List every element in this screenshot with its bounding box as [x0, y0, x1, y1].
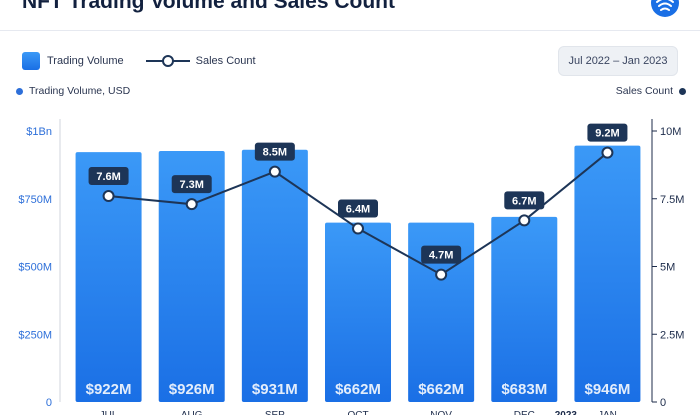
sales-count-label: 9.2M	[595, 128, 619, 140]
sales-count-point	[185, 198, 198, 211]
legend-label-trading-volume: Trading Volume	[47, 55, 124, 67]
sales-count-label: 4.7M	[429, 250, 453, 262]
right-axis-title: Sales Count	[616, 85, 686, 97]
bar-sep	[241, 149, 308, 402]
bar-value-label: $662M	[335, 381, 381, 398]
right-tick-label: 0	[660, 397, 666, 409]
sales-count-point	[352, 222, 364, 235]
left-tick-label: $500M	[18, 262, 52, 274]
bar-value-label: $662M	[418, 381, 464, 398]
sales-count-label-box	[504, 191, 545, 210]
sales-count-label-box	[254, 142, 295, 161]
legend-bar-swatch	[22, 52, 40, 70]
bar-value-label: $926M	[169, 381, 215, 398]
sales-count-point	[518, 214, 531, 227]
left-axis-dot-icon	[16, 87, 23, 95]
sales-count-point	[435, 268, 448, 281]
x-tick-label: JAN	[598, 410, 617, 415]
sales-count-label-box	[421, 245, 462, 264]
bar-jul	[75, 152, 142, 402]
sales-count-label: 8.5M	[263, 147, 287, 159]
x-tick-label: NOV	[430, 410, 452, 415]
bar-nov	[408, 222, 475, 402]
legend-item-sales-count[interactable]: Sales Count	[145, 54, 256, 68]
legend-item-trading-volume[interactable]: Trading Volume	[22, 52, 124, 70]
bar-value-label: $946M	[584, 381, 630, 398]
year-marker-label: 2023	[555, 410, 578, 415]
header-divider	[0, 30, 700, 31]
sales-count-label-box	[587, 123, 628, 142]
left-tick-label: 0	[46, 397, 52, 409]
date-range-button[interactable]: Jul 2022 – Jan 2023	[558, 46, 678, 76]
left-tick-label: $750M	[18, 194, 52, 206]
bar-jan	[574, 145, 641, 402]
brand-logo-icon	[651, 0, 679, 17]
sales-count-label: 7.3M	[179, 179, 203, 191]
left-tick-label: $250M	[18, 329, 52, 341]
sales-count-label: 6.7M	[512, 195, 536, 207]
x-tick-label: OCT	[347, 410, 368, 415]
bar-aug	[158, 151, 225, 402]
left-tick-label: $1Bn	[26, 126, 52, 138]
right-axis-title-text: Sales Count	[615, 85, 673, 97]
sales-count-label: 7.6M	[96, 171, 120, 183]
legend-label-sales-count: Sales Count	[195, 55, 256, 67]
sales-count-point	[601, 146, 614, 159]
chart-title: NFT Trading Volume and Sales Count	[22, 0, 395, 13]
sales-count-point	[102, 190, 115, 203]
left-axis-title-text: Trading Volume, USD	[29, 85, 131, 97]
x-tick-label: SEP	[265, 410, 285, 415]
right-tick-label: 7.5M	[660, 194, 684, 206]
x-tick-label: DEC	[514, 410, 535, 415]
sales-count-label: 6.4M	[346, 204, 370, 216]
sales-count-label-box	[338, 199, 378, 218]
bar-value-label: $683M	[501, 381, 547, 398]
legend-line-swatch	[145, 55, 190, 67]
bar-value-label: $922M	[86, 381, 132, 398]
bar-oct	[325, 222, 391, 402]
bar-value-label: $931M	[252, 381, 298, 398]
right-tick-label: 10M	[660, 126, 681, 138]
chart-legend: Trading Volume Sales Count	[22, 50, 278, 72]
right-tick-label: 5M	[660, 262, 675, 274]
sales-count-point	[268, 165, 281, 178]
x-tick-label: AUG	[181, 410, 203, 415]
x-tick-label: JUL	[100, 410, 118, 415]
right-axis-dot-icon	[679, 87, 686, 95]
left-axis-title: Trading Volume, USD	[16, 85, 130, 97]
sales-count-label-box	[88, 167, 129, 186]
sales-count-label-box	[171, 175, 212, 194]
right-tick-label: 2.5M	[660, 329, 684, 341]
bar-dec	[491, 216, 558, 402]
